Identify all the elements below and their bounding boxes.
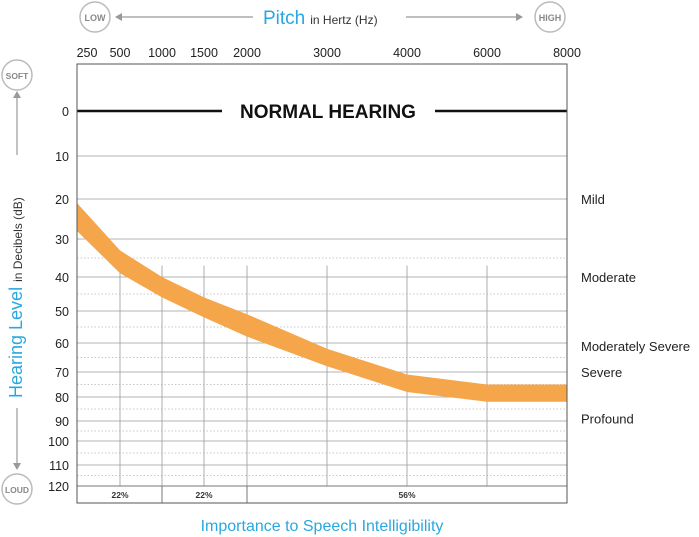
db-label-70: 70 xyxy=(55,366,69,380)
db-label-40: 40 xyxy=(55,271,69,285)
db-label-30: 30 xyxy=(55,233,69,247)
freq-label-3000: 3000 xyxy=(313,46,341,60)
freq-label-500: 500 xyxy=(110,46,131,60)
freq-label-6000: 6000 xyxy=(473,46,501,60)
up-arrowhead-icon xyxy=(13,91,21,98)
severity-label-4: Profound xyxy=(581,412,634,427)
hearing-level-title: Hearing Levelin Decibels (dB) xyxy=(6,197,26,398)
high-label: HIGH xyxy=(539,13,562,23)
axis-labels: 22% 22% 56%250 500 1000 1500 2000 3000 4000 6000 8… xyxy=(48,46,690,500)
db-label-90: 90 xyxy=(55,415,69,429)
pitch-title: Pitch in Hertz (Hz) xyxy=(263,8,378,29)
severity-label-2: Moderately Severe xyxy=(581,339,690,354)
db-label-0: 0 xyxy=(62,105,69,119)
soft-badge xyxy=(1,59,33,91)
db-label-80: 80 xyxy=(55,391,69,405)
down-arrowhead-icon xyxy=(13,463,21,470)
hearing-loss-band-shape xyxy=(77,203,567,402)
hearing-level-header: SOFT Hearing Levelin Decibels (dB) LOUD xyxy=(1,59,33,505)
severity-label-1: Moderate xyxy=(581,270,636,285)
db-label-120: 120 xyxy=(48,480,69,494)
db-label-100: 100 xyxy=(48,435,69,449)
freq-label-8000: 8000 xyxy=(553,46,581,60)
hearing-loss-band xyxy=(77,203,567,402)
db-label-50: 50 xyxy=(55,305,69,319)
right-arrowhead-icon xyxy=(516,13,523,21)
speech-importance-2: 56% xyxy=(398,490,415,500)
loud-label: LOUD xyxy=(5,485,29,495)
speech-importance-title: Importance to Speech Intelligibility xyxy=(201,518,444,535)
db-label-60: 60 xyxy=(55,337,69,351)
low-label: LOW xyxy=(85,13,106,23)
low-badge xyxy=(79,1,111,33)
freq-label-1500: 1500 xyxy=(190,46,218,60)
speech-importance-1: 22% xyxy=(195,490,212,500)
severity-label-3: Severe xyxy=(581,365,622,380)
freq-label-250: 250 xyxy=(77,46,98,60)
normal-hearing-label: NORMAL HEARING xyxy=(240,102,416,123)
severity-label-0: Mild xyxy=(581,192,605,207)
loud-badge xyxy=(1,473,33,505)
normal-hearing-line: NORMAL HEARING xyxy=(77,98,567,124)
pitch-header: LOW Pitch in Hertz (Hz) HIGH xyxy=(79,1,566,33)
speech-importance-0: 22% xyxy=(111,490,128,500)
normal-hearing-label-bg xyxy=(222,98,435,124)
grid-lines xyxy=(77,155,567,503)
plot-frame xyxy=(76,63,568,504)
freq-label-2000: 2000 xyxy=(233,46,261,60)
db-label-110: 110 xyxy=(49,459,69,473)
freq-label-4000: 4000 xyxy=(393,46,421,60)
left-arrowhead-icon xyxy=(115,13,122,21)
db-label-10: 10 xyxy=(55,150,69,164)
db-label-20: 20 xyxy=(55,193,69,207)
high-badge xyxy=(534,1,566,33)
freq-label-1000: 1000 xyxy=(148,46,176,60)
soft-label: SOFT xyxy=(6,71,29,81)
